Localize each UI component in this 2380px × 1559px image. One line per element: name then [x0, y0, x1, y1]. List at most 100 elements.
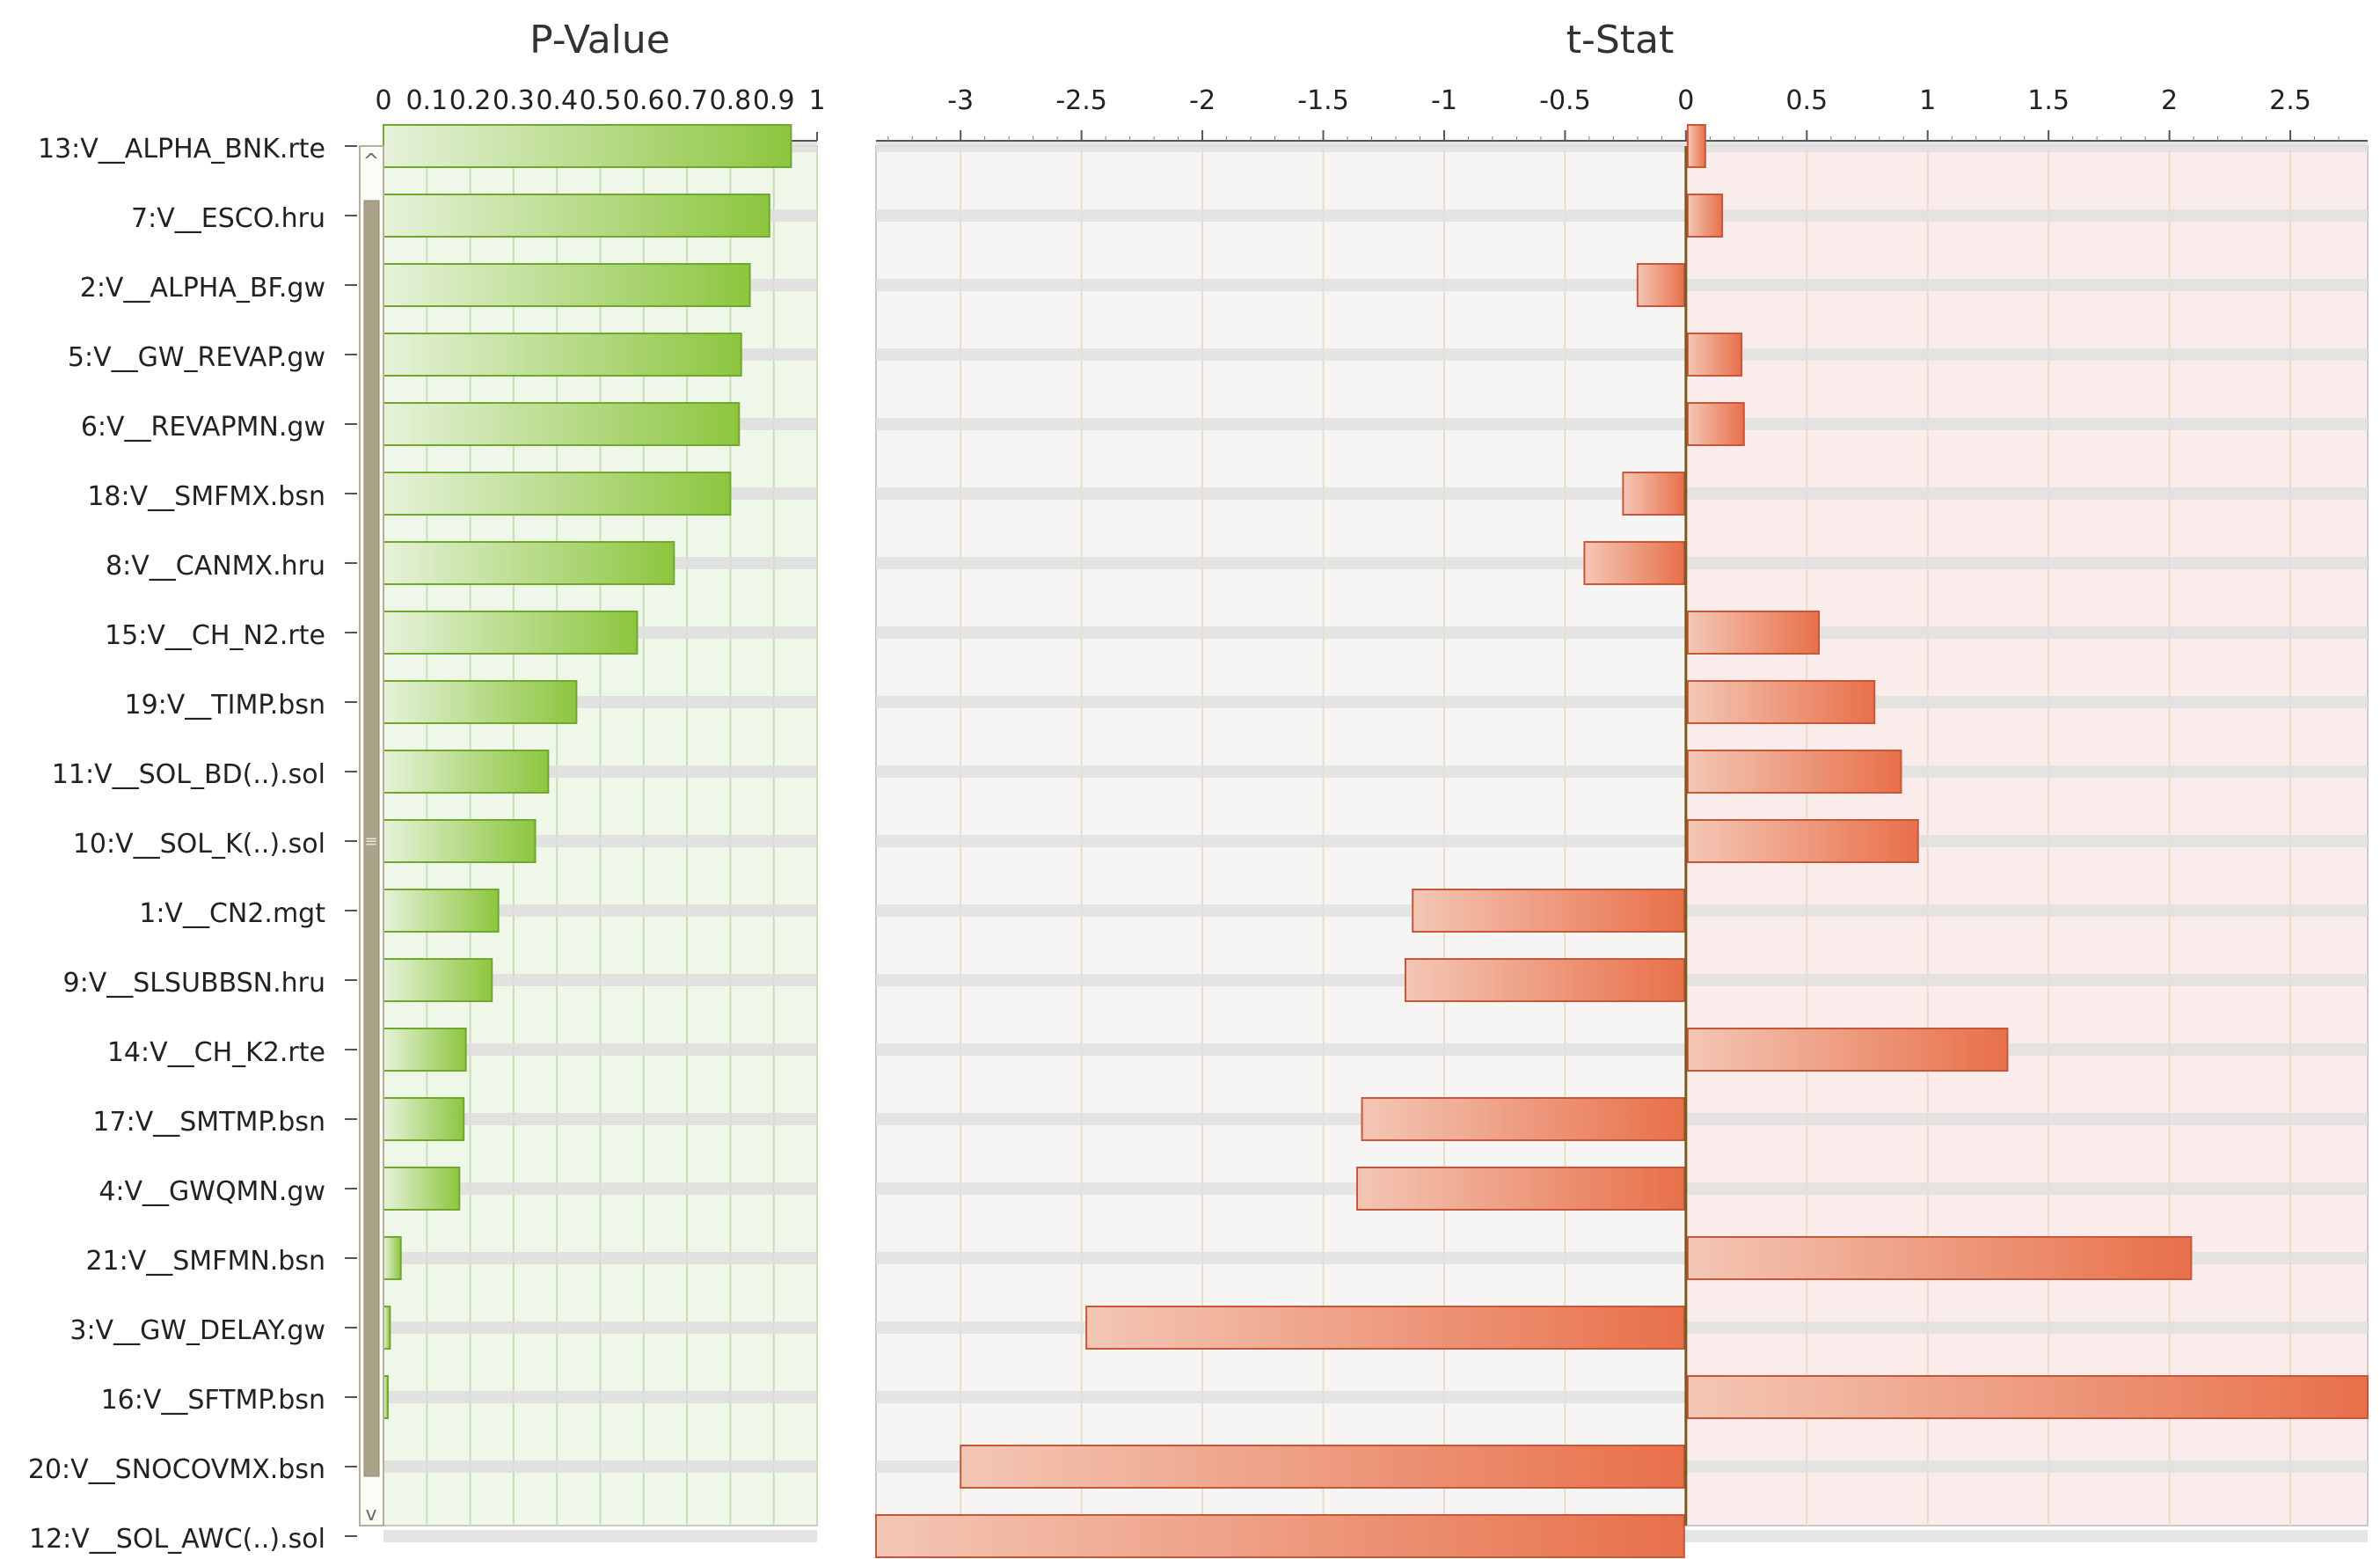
- tstat-tick-label: 0.5: [1785, 85, 1828, 116]
- pvalue-tick-label: 0.4: [536, 85, 578, 116]
- pvalue-panel: P-Value 0 0.1 0.2 0.3 0.4 0.5 0.6 0.7 0.8 0.9 1: [375, 18, 826, 1542]
- tstat-row-band: [876, 348, 2368, 361]
- tstat-bar: [1686, 1028, 2009, 1072]
- tstat-tick-label: 1.5: [2027, 85, 2070, 116]
- pvalue-bar: [383, 958, 493, 1002]
- tstat-tick-label: -3: [947, 85, 974, 116]
- tstat-row-band: [876, 140, 2368, 152]
- tstat-bar: [1636, 263, 1685, 307]
- pvalue-bar: [383, 611, 639, 655]
- tstat-bar: [1686, 194, 1724, 238]
- category-label: 10:V__SOL_K(..).sol: [73, 829, 325, 860]
- tstat-tick-label: 1: [1919, 85, 1936, 116]
- category-label: 13:V__ALPHA_BNK.rte: [38, 134, 325, 165]
- tstat-bar: [875, 1514, 1685, 1558]
- pvalue-tick-label: 0.1: [405, 85, 448, 116]
- pvalue-row-band: [383, 1321, 817, 1334]
- scroll-down-arrow-icon[interactable]: v: [365, 1504, 376, 1526]
- tstat-bar: [1686, 124, 1706, 168]
- category-label: 12:V__SOL_AWC(..).sol: [29, 1524, 325, 1555]
- scrollbar-thumb[interactable]: [363, 200, 380, 1477]
- pvalue-tick-label: 0.7: [666, 85, 708, 116]
- pvalue-tick-label: 0.6: [623, 85, 665, 116]
- pvalue-bar: [383, 1306, 391, 1350]
- pvalue-tick-label: 0.8: [710, 85, 752, 116]
- category-label: 9:V__SLSUBBSN.hru: [63, 968, 326, 999]
- category-labels: 13:V__ALPHA_BNK.rte 7:V__ESCO.hru 2:V__ALP…: [28, 134, 357, 1555]
- pvalue-bar: [383, 819, 537, 863]
- tstat-bar: [1412, 889, 1685, 933]
- pvalue-row-band: [383, 1182, 817, 1195]
- pvalue-tick-label: 0.9: [753, 85, 795, 116]
- category-label: 21:V__SMFMN.bsn: [85, 1246, 325, 1277]
- tstat-row-band: [876, 279, 2368, 291]
- tstat-bar: [1686, 819, 1919, 863]
- pvalue-tick-label: 0.3: [493, 85, 535, 116]
- pvalue-tick-label: 1: [808, 85, 825, 116]
- tstat-title: t-Stat: [1566, 18, 1675, 62]
- scrollbar-grip-icon: ≡: [364, 832, 377, 851]
- tstat-row-band: [876, 696, 2368, 708]
- tstat-row-band: [876, 1043, 2368, 1056]
- tstat-bar: [1622, 472, 1685, 516]
- tstat-bars: [875, 124, 2369, 1558]
- tstat-row-band: [876, 765, 2368, 778]
- tstat-bar: [1686, 611, 1821, 655]
- category-label: 8:V__CANMX.hru: [106, 551, 325, 582]
- tstat-row-band: [876, 626, 2368, 639]
- category-label: 3:V__GW_DELAY.gw: [69, 1315, 325, 1346]
- tstat-bar: [1085, 1306, 1685, 1350]
- pvalue-bar: [383, 263, 751, 307]
- pvalue-bar: [383, 402, 741, 446]
- category-label: 11:V__SOL_BD(..).sol: [52, 759, 325, 790]
- pvalue-bar: [383, 680, 578, 724]
- tstat-bar: [1686, 333, 1743, 377]
- tstat-bar: [1686, 680, 1876, 724]
- tstat-row-band: [876, 835, 2368, 847]
- tstat-tick-label: -2: [1189, 85, 1216, 116]
- pvalue-row-band: [383, 1391, 817, 1403]
- tstat-bar: [1686, 1375, 2369, 1419]
- pvalue-bar: [383, 1028, 467, 1072]
- category-label: 5:V__GW_REVAP.gw: [68, 342, 325, 373]
- pvalue-bar: [383, 1097, 465, 1141]
- tstat-row-band: [876, 209, 2368, 222]
- tstat-bar: [1356, 1167, 1685, 1211]
- pvalue-tick-label: 0: [375, 85, 391, 116]
- pvalue-bar: [383, 750, 550, 794]
- pvalue-bar: [383, 889, 500, 933]
- scroll-up-arrow-icon[interactable]: ^: [363, 150, 379, 172]
- pvalue-bar: [383, 541, 675, 585]
- pvalue-row-band: [383, 1460, 817, 1473]
- pvalue-tick-label: 0.2: [449, 85, 492, 116]
- tstat-bar: [1686, 402, 1745, 446]
- vertical-scrollbar[interactable]: ^ ≡ v: [359, 145, 384, 1526]
- category-label: 17:V__SMTMP.bsn: [92, 1107, 325, 1138]
- tstat-tick-label: -1.5: [1297, 85, 1349, 116]
- tstat-tick-label: -0.5: [1539, 85, 1591, 116]
- category-label: 20:V__SNOCOVMX.bsn: [28, 1454, 325, 1485]
- tstat-row-band: [876, 487, 2368, 500]
- tstat-tick-label: -2.5: [1055, 85, 1107, 116]
- pvalue-row-band: [383, 1252, 817, 1264]
- tstat-bar: [960, 1445, 1685, 1489]
- category-label: 19:V__TIMP.bsn: [124, 690, 325, 721]
- tstat-tick-label: -1: [1431, 85, 1457, 116]
- category-label: 7:V__ESCO.hru: [131, 203, 325, 234]
- category-label: 6:V__REVAPMN.gw: [81, 412, 325, 443]
- pvalue-bar: [383, 333, 742, 377]
- pvalue-tick-label: 0.5: [580, 85, 622, 116]
- category-label: 15:V__CH_N2.rte: [105, 620, 325, 651]
- category-label: 1:V__CN2.mgt: [139, 898, 325, 929]
- tstat-panel: t-Stat -3 -2.5 -2 -1.5 -1 -0.5 0 0.5 1 1.5 2 2.5: [875, 18, 2369, 1558]
- category-label: 2:V__ALPHA_BF.gw: [80, 273, 325, 304]
- pvalue-bar: [383, 194, 770, 238]
- category-label: 16:V__SFTMP.bsn: [101, 1385, 325, 1416]
- category-label: 4:V__GWQMN.gw: [99, 1176, 325, 1207]
- pvalue-bar: [383, 1167, 461, 1211]
- category-label: 14:V__CH_K2.rte: [107, 1037, 325, 1068]
- tstat-bar: [1361, 1097, 1685, 1141]
- pvalue-title: P-Value: [529, 18, 670, 62]
- tstat-bar: [1686, 750, 1902, 794]
